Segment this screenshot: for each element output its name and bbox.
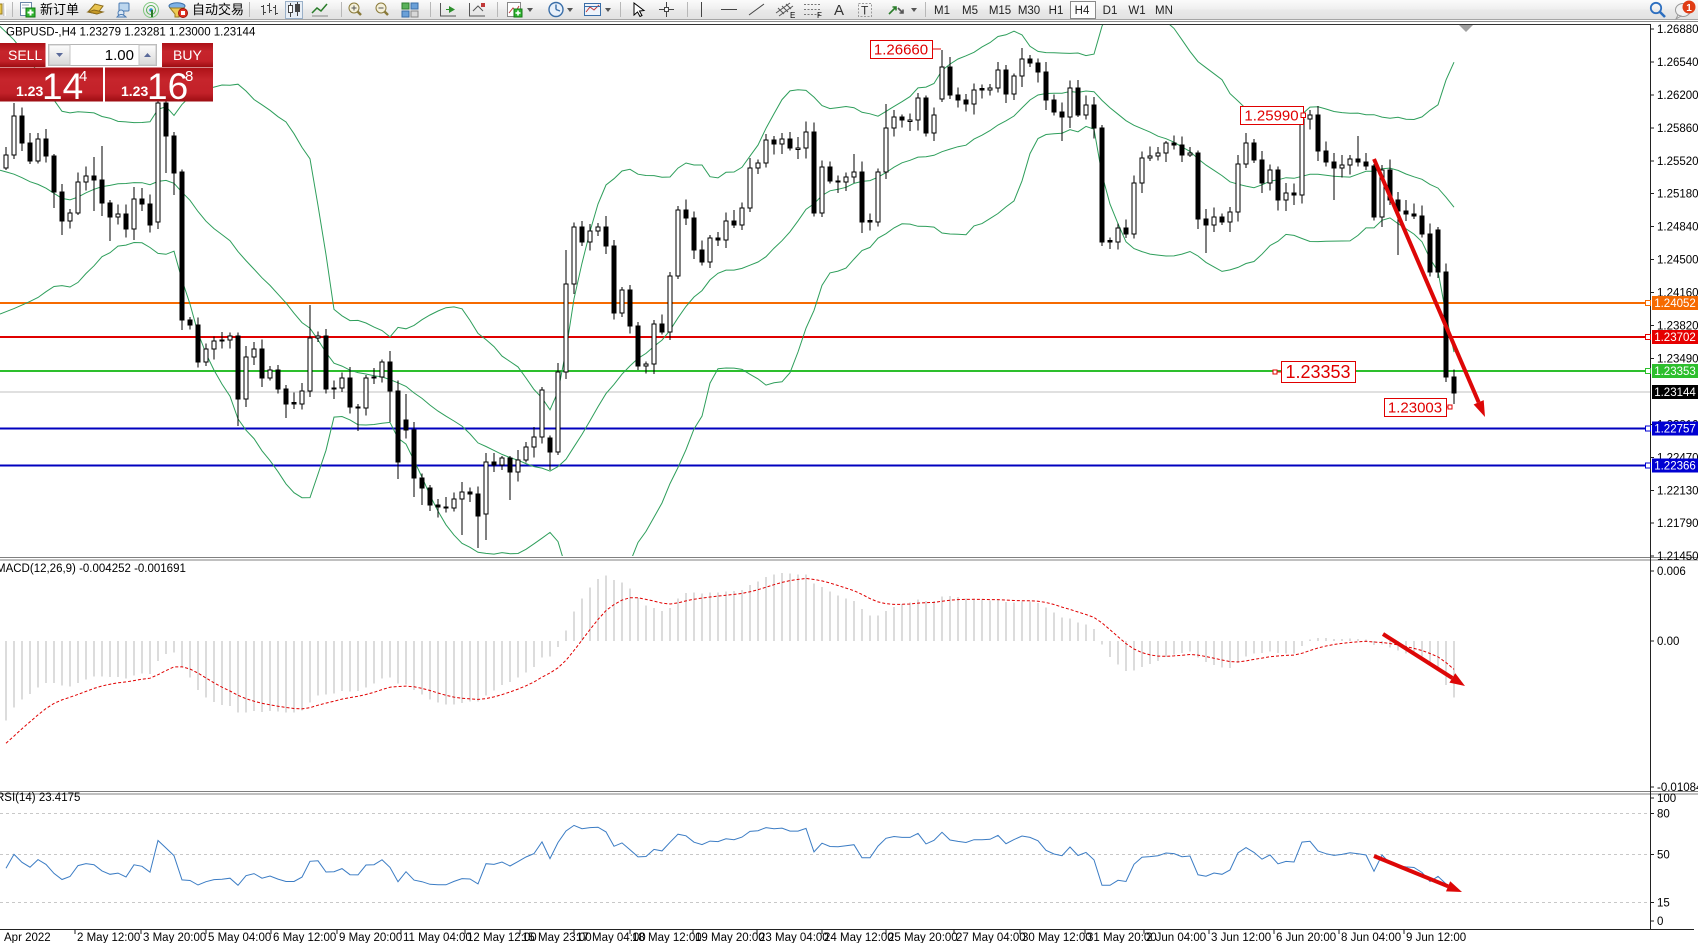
svg-text:15 May 23:00: 15 May 23:00 <box>522 932 592 943</box>
svg-text:RSI(14) 23.4175: RSI(14) 23.4175 <box>0 792 80 804</box>
svg-text:E: E <box>790 11 795 20</box>
svg-text:M5: M5 <box>962 5 978 17</box>
svg-text:31 May 20:00: 31 May 20:00 <box>1087 932 1157 943</box>
svg-text:0.006: 0.006 <box>1657 566 1686 578</box>
svg-text:1.26880: 1.26880 <box>1657 24 1698 36</box>
svg-text:T: T <box>861 4 869 18</box>
svg-text:23 May 04:00: 23 May 04:00 <box>759 932 829 943</box>
svg-text:D1: D1 <box>1103 5 1118 17</box>
svg-text:50: 50 <box>1657 850 1670 862</box>
svg-text:1.23: 1.23 <box>16 83 43 99</box>
svg-text:1.21790: 1.21790 <box>1657 518 1698 530</box>
svg-text:15: 15 <box>1657 898 1670 910</box>
svg-text:F: F <box>817 11 822 20</box>
svg-text:100: 100 <box>1657 793 1676 805</box>
svg-text:9 Jun 12:00: 9 Jun 12:00 <box>1406 932 1466 943</box>
svg-text:H4: H4 <box>1075 5 1090 17</box>
svg-text:1.23820: 1.23820 <box>1657 321 1698 333</box>
svg-text:1.25520: 1.25520 <box>1657 156 1698 168</box>
svg-text:-0.010844: -0.010844 <box>1657 782 1698 794</box>
svg-text:1.22130: 1.22130 <box>1657 485 1698 497</box>
svg-text:MN: MN <box>1155 5 1173 17</box>
svg-text:M15: M15 <box>989 5 1011 17</box>
svg-text:2 May 12:00: 2 May 12:00 <box>77 932 140 943</box>
svg-text:GBPUSD-,H4 1.23279 1.23281 1.: GBPUSD-,H4 1.23279 1.23281 1.23000 1.231… <box>6 27 256 39</box>
svg-text:8 Jun 04:00: 8 Jun 04:00 <box>1341 932 1401 943</box>
svg-text:1.25180: 1.25180 <box>1657 189 1698 201</box>
svg-text:1.24840: 1.24840 <box>1657 222 1698 234</box>
svg-text:W1: W1 <box>1128 5 1145 17</box>
svg-text:80: 80 <box>1657 809 1670 821</box>
svg-text:Apr 2022: Apr 2022 <box>4 932 51 943</box>
svg-text:9 May 20:00: 9 May 20:00 <box>339 932 402 943</box>
svg-text:1.21450: 1.21450 <box>1657 551 1698 563</box>
svg-text:4: 4 <box>79 68 87 85</box>
svg-text:1: 1 <box>1686 3 1692 14</box>
svg-text:30 May 12:00: 30 May 12:00 <box>1022 932 1092 943</box>
svg-text:1.23: 1.23 <box>121 83 148 99</box>
svg-text:H1: H1 <box>1049 5 1064 17</box>
svg-text:25 May 20:00: 25 May 20:00 <box>888 932 958 943</box>
svg-text:3 May 20:00: 3 May 20:00 <box>143 932 206 943</box>
svg-text:27 May 04:00: 27 May 04:00 <box>956 932 1026 943</box>
svg-text:1.23003: 1.23003 <box>1388 399 1442 416</box>
svg-text:1.00: 1.00 <box>105 47 134 64</box>
svg-text:自动交易: 自动交易 <box>192 2 244 17</box>
svg-text:6 May 12:00: 6 May 12:00 <box>273 932 336 943</box>
svg-text:M30: M30 <box>1018 5 1040 17</box>
svg-text:11 May 04:00: 11 May 04:00 <box>403 932 472 943</box>
svg-text:MACD(12,26,9) -0.004252 -0.001: MACD(12,26,9) -0.004252 -0.001691 <box>0 563 186 575</box>
svg-text:6 Jun 20:00: 6 Jun 20:00 <box>1276 932 1336 943</box>
svg-text:1.23353: 1.23353 <box>1285 362 1350 382</box>
svg-text:1.24500: 1.24500 <box>1657 255 1698 267</box>
svg-text:18 May 12:00: 18 May 12:00 <box>632 932 702 943</box>
svg-text:A: A <box>834 2 844 19</box>
svg-text:1.23144: 1.23144 <box>1654 387 1696 399</box>
svg-text:新订单: 新订单 <box>40 2 79 17</box>
svg-text:1.25990: 1.25990 <box>1244 107 1298 124</box>
svg-text:24 May 12:00: 24 May 12:00 <box>824 932 894 943</box>
svg-text:1.24052: 1.24052 <box>1654 298 1696 310</box>
svg-text:16: 16 <box>147 66 188 107</box>
svg-text:BUY: BUY <box>173 47 202 63</box>
svg-text:17 May 04:00: 17 May 04:00 <box>576 932 646 943</box>
svg-text:5 May 04:00: 5 May 04:00 <box>208 932 271 943</box>
svg-text:1.25860: 1.25860 <box>1657 123 1698 135</box>
svg-text:1.26660: 1.26660 <box>874 41 928 58</box>
svg-text:0: 0 <box>1657 916 1663 928</box>
svg-text:SELL: SELL <box>8 47 42 63</box>
svg-text:M1: M1 <box>934 5 950 17</box>
svg-text:14: 14 <box>42 66 83 107</box>
svg-text:19 May 20:00: 19 May 20:00 <box>695 932 765 943</box>
svg-text:1.22366: 1.22366 <box>1654 461 1696 473</box>
svg-text:0.00: 0.00 <box>1657 636 1679 648</box>
svg-text:3 Jun 12:00: 3 Jun 12:00 <box>1211 932 1271 943</box>
svg-text:1.23490: 1.23490 <box>1657 354 1698 366</box>
svg-text:1.26200: 1.26200 <box>1657 90 1698 102</box>
svg-text:1.23702: 1.23702 <box>1654 332 1696 344</box>
svg-text:12 May 12:00: 12 May 12:00 <box>467 932 537 943</box>
svg-text:8: 8 <box>185 68 193 85</box>
svg-text:2 Jun 04:00: 2 Jun 04:00 <box>1146 932 1206 943</box>
svg-text:1.22757: 1.22757 <box>1654 424 1696 436</box>
svg-text:1.23353: 1.23353 <box>1654 366 1696 378</box>
svg-text:1.26540: 1.26540 <box>1657 57 1698 69</box>
